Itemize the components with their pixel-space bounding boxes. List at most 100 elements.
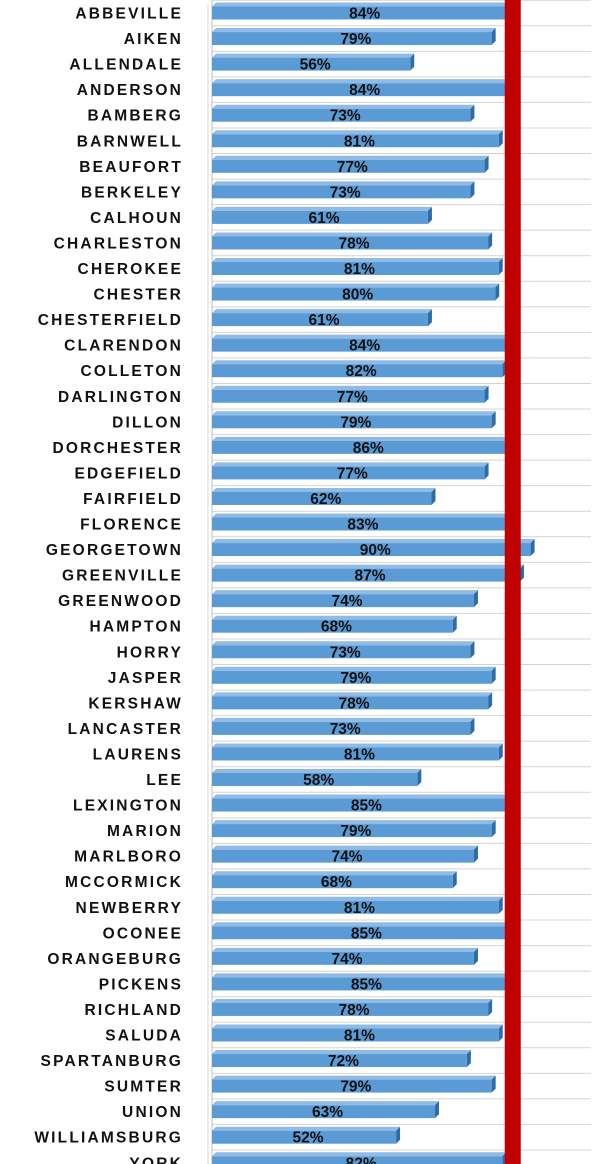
category-label: MARION	[107, 823, 183, 840]
bar-top-face	[212, 539, 535, 544]
value-label: 77%	[337, 465, 368, 482]
bar-top-face	[212, 794, 517, 799]
bar	[212, 871, 457, 889]
bar	[212, 1050, 471, 1068]
bar	[212, 743, 503, 761]
bar-side-face	[491, 666, 496, 684]
bar-top-face	[212, 743, 503, 748]
value-label: 79%	[340, 670, 371, 687]
value-label: 58%	[303, 772, 334, 789]
bars	[212, 2, 535, 1164]
bar	[212, 692, 493, 710]
bar-side-face	[491, 411, 496, 429]
bar-top-face	[212, 232, 493, 237]
bar-side-face	[488, 998, 493, 1016]
bar-top-face	[212, 53, 415, 58]
bar-top-face	[212, 2, 514, 7]
bar-top-face	[212, 998, 493, 1003]
category-label: ALLENDALE	[69, 57, 183, 74]
value-label: 81%	[344, 1028, 375, 1045]
value-label: 79%	[340, 823, 371, 840]
bar-front-face	[212, 210, 428, 224]
bar-side-face	[488, 692, 493, 710]
bar-side-face	[417, 769, 422, 786]
bar-front-face	[212, 747, 499, 761]
bar-top-face	[212, 590, 478, 595]
bar-side-face	[498, 896, 503, 914]
bar	[212, 845, 478, 863]
bar-top-face	[212, 666, 496, 671]
bar-side-face	[530, 539, 535, 557]
bar-front-face	[212, 849, 474, 863]
category-label: BEAUFORT	[79, 159, 183, 176]
bar	[212, 590, 478, 608]
value-label: 83%	[347, 517, 378, 534]
category-label: CHEROKEE	[78, 261, 183, 278]
bar-front-face	[212, 83, 510, 97]
category-label: COLLETON	[80, 363, 183, 380]
category-label: HORRY	[117, 644, 183, 661]
category-label: BARNWELL	[77, 133, 183, 150]
bar-front-face	[212, 543, 531, 557]
bar-top-face	[212, 896, 503, 901]
category-label: CLARENDON	[64, 338, 183, 355]
value-label: 81%	[344, 746, 375, 763]
bar-top-face	[212, 79, 514, 84]
category-label: ANDERSON	[77, 82, 183, 99]
bar-side-face	[491, 28, 496, 46]
value-label: 85%	[351, 798, 382, 815]
value-label: 78%	[339, 235, 370, 252]
value-label: 82%	[346, 1155, 377, 1164]
bar-front-face	[212, 696, 489, 710]
bar-front-face	[212, 926, 513, 940]
value-label: 74%	[331, 593, 362, 610]
bar	[212, 283, 500, 301]
category-label: AIKEN	[124, 31, 183, 48]
bar-front-face	[212, 236, 489, 250]
bar-side-face	[470, 641, 475, 659]
bar	[212, 820, 496, 838]
bar-side-face	[410, 53, 415, 71]
value-label: 74%	[331, 849, 362, 866]
category-label: RICHLAND	[84, 1002, 183, 1019]
bar	[212, 947, 478, 965]
category-label: MARLBORO	[74, 849, 183, 866]
bar	[212, 666, 496, 684]
bar-top-face	[212, 692, 493, 697]
bar	[212, 922, 517, 940]
bar-front-face	[212, 364, 503, 378]
value-label: 84%	[349, 6, 380, 23]
value-label: 79%	[340, 1079, 371, 1096]
value-label: 73%	[330, 108, 361, 125]
bar-side-face	[484, 155, 489, 173]
category-label: YORK	[129, 1155, 183, 1164]
category-label: DORCHESTER	[52, 440, 183, 457]
bar-front-face	[212, 185, 471, 199]
value-label: 81%	[344, 133, 375, 150]
category-label: NEWBERRY	[76, 900, 183, 917]
bar-top-face	[212, 1024, 503, 1029]
bar	[212, 513, 510, 531]
bar-top-face	[212, 462, 489, 467]
category-label: ORANGEBURG	[47, 951, 183, 968]
bar	[212, 1101, 440, 1119]
bar-side-face	[491, 820, 496, 838]
value-label: 78%	[339, 695, 370, 712]
value-label: 81%	[344, 900, 375, 917]
bar	[212, 411, 496, 429]
category-label: JASPER	[108, 670, 183, 687]
bar-side-face	[435, 1101, 440, 1119]
bar-top-face	[212, 769, 422, 773]
value-label: 79%	[340, 414, 371, 431]
bar-front-face	[212, 313, 428, 327]
bar-top-face	[212, 28, 496, 33]
bar-top-face	[212, 258, 503, 262]
bar-front-face	[212, 57, 411, 71]
bar-front-face	[212, 6, 510, 20]
bar-top-face	[212, 717, 475, 722]
value-labels: 84%79%56%84%73%81%77%73%61%78%81%80%61%8…	[293, 6, 392, 1164]
value-label: 61%	[308, 210, 339, 227]
category-label: DILLON	[112, 414, 183, 431]
bar-front-face	[212, 1002, 489, 1016]
bar-side-face	[498, 743, 503, 761]
